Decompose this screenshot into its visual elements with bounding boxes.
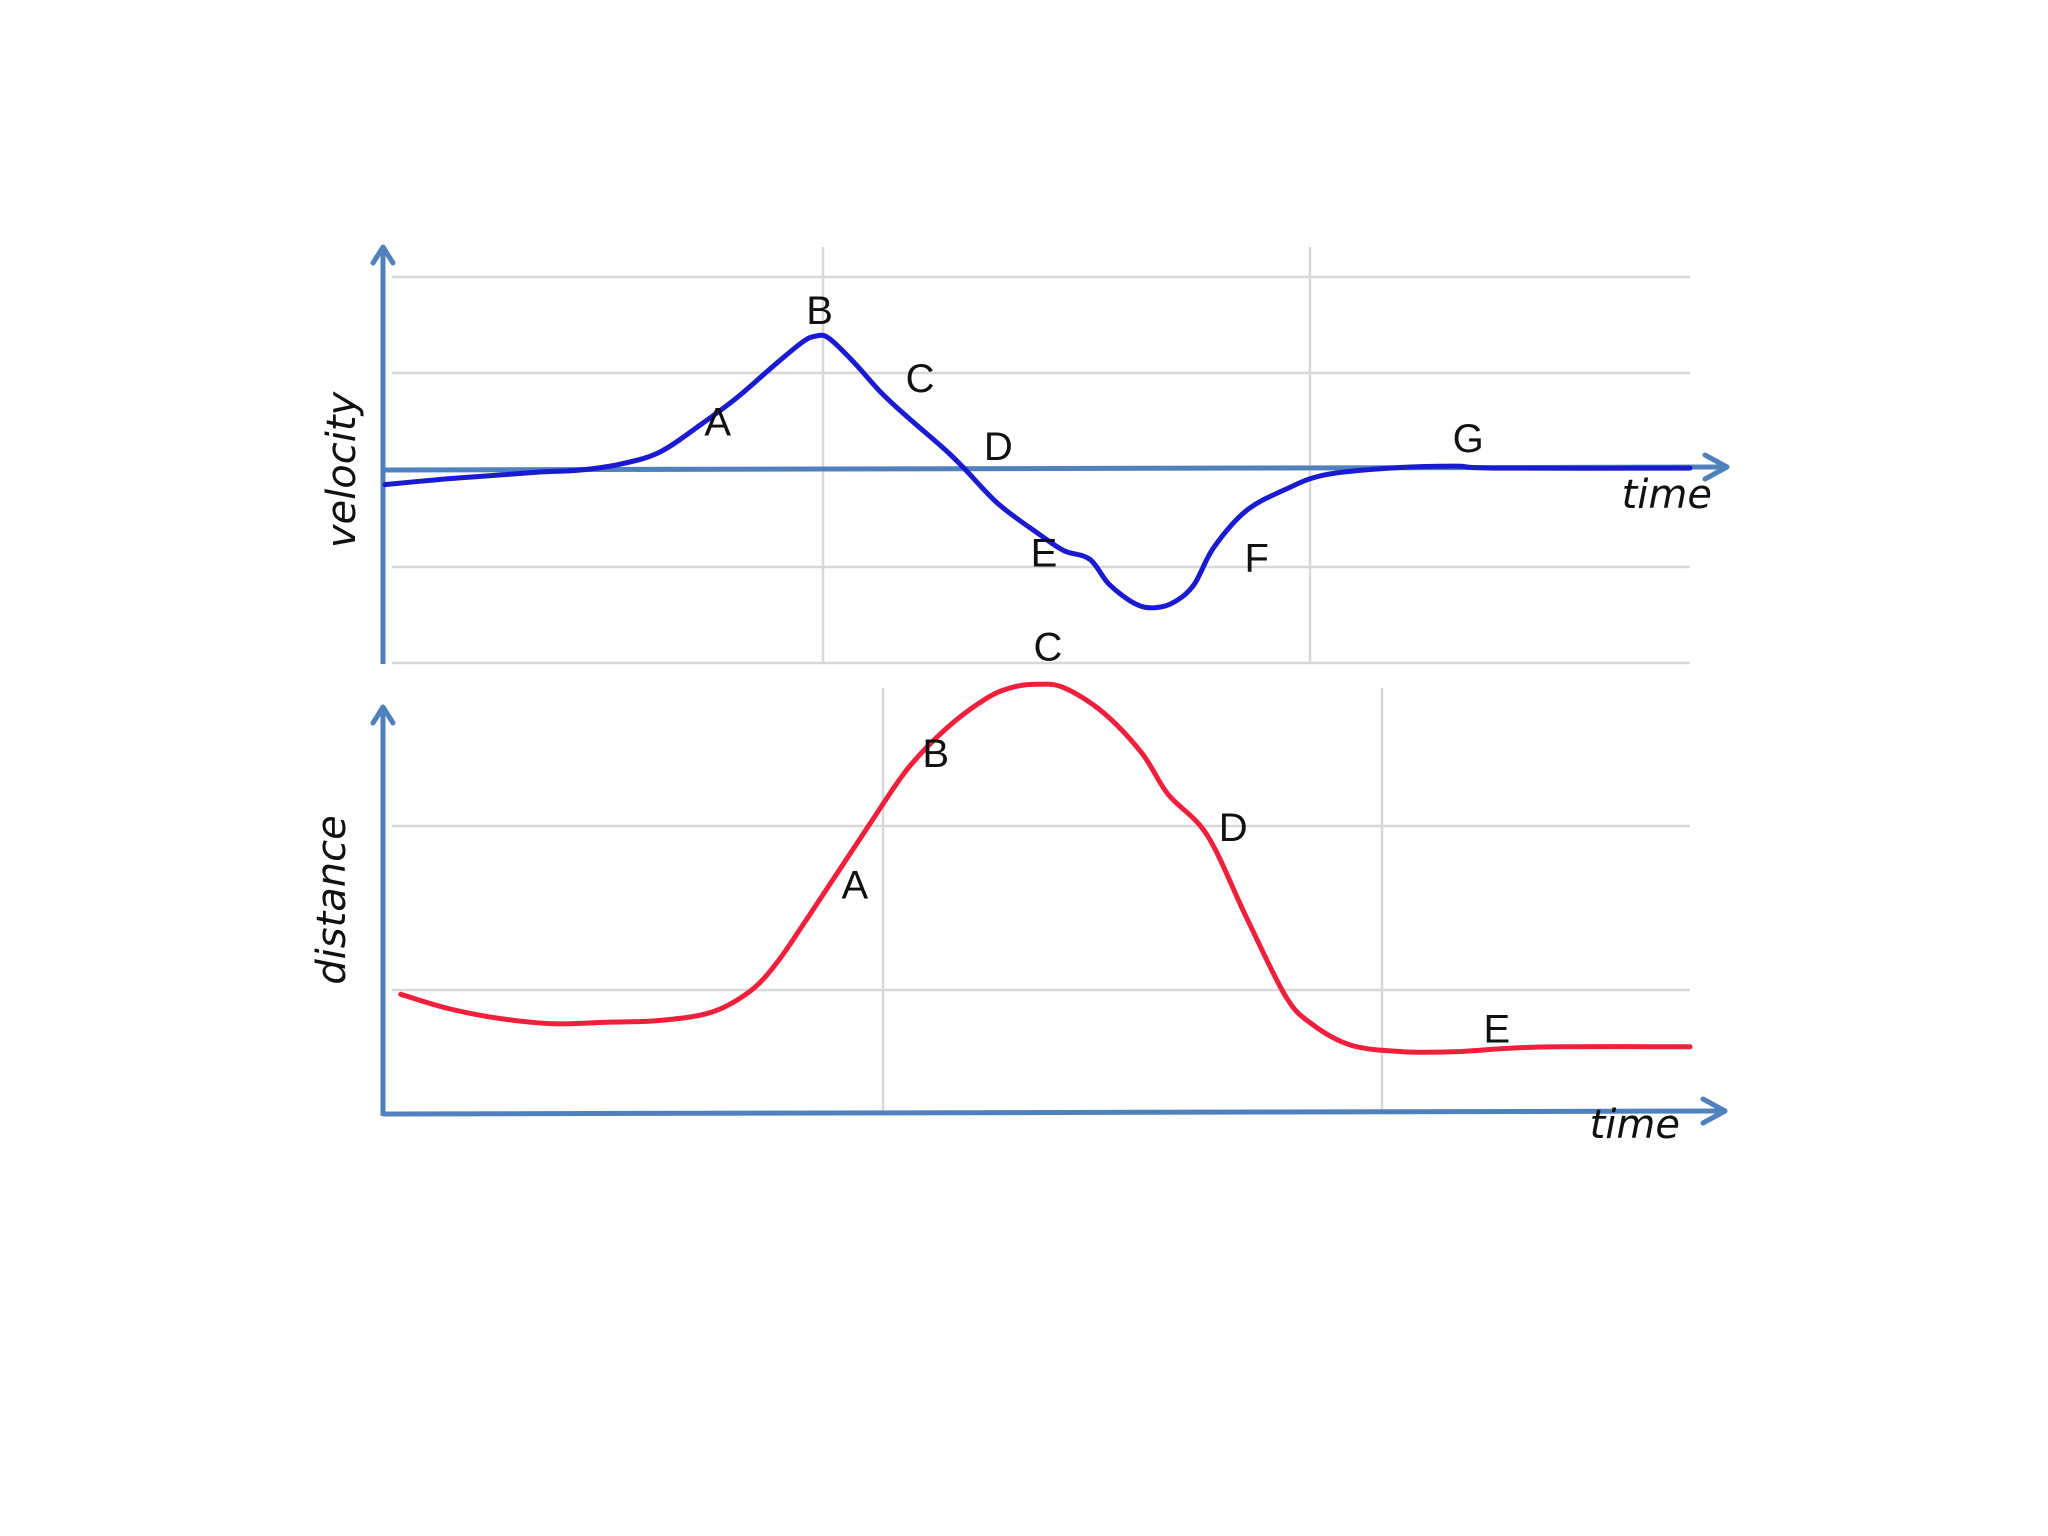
velocity-axes: [370, 244, 1730, 664]
velocity-series-line: [382, 332, 1693, 611]
d-label-b: B: [922, 732, 949, 776]
velocity-y-axis-label: velocity: [319, 391, 365, 549]
v-label-c: C: [906, 357, 935, 401]
v-label-d: D: [984, 425, 1013, 469]
velocity-chart: A B C D E F G time velocity: [319, 244, 1730, 665]
distance-point-labels: A B C D E: [841, 626, 1510, 1052]
distance-y-axis-label: distance: [309, 815, 355, 985]
d-label-c: C: [1033, 626, 1062, 670]
d-label-d: D: [1219, 806, 1248, 850]
d-label-a: A: [841, 863, 868, 907]
v-y-axis-arrowhead: [370, 244, 396, 266]
v-label-g: G: [1453, 417, 1484, 461]
distance-gridlines: [392, 688, 1690, 1113]
velocity-x-axis-label: time: [1622, 472, 1712, 518]
d-x-axis-line: [382, 1108, 1726, 1117]
v-x-axis-arrowhead: [1702, 452, 1730, 482]
distance-axes: [370, 704, 1728, 1126]
distance-chart: A B C D E time distance: [309, 626, 1728, 1148]
velocity-gridlines: [392, 247, 1690, 665]
d-label-e: E: [1484, 1008, 1511, 1052]
v-label-f: F: [1245, 536, 1269, 580]
v-label-b: B: [806, 289, 833, 333]
distance-x-axis-label: time: [1590, 1102, 1680, 1148]
d-x-axis-arrowhead: [1700, 1096, 1728, 1126]
v-label-a: A: [704, 401, 731, 445]
distance-series-line: [398, 681, 1693, 1055]
v-label-e: E: [1031, 531, 1058, 575]
velocity-point-labels: A B C D E F G: [704, 289, 1483, 580]
d-y-axis-arrowhead: [370, 704, 396, 726]
